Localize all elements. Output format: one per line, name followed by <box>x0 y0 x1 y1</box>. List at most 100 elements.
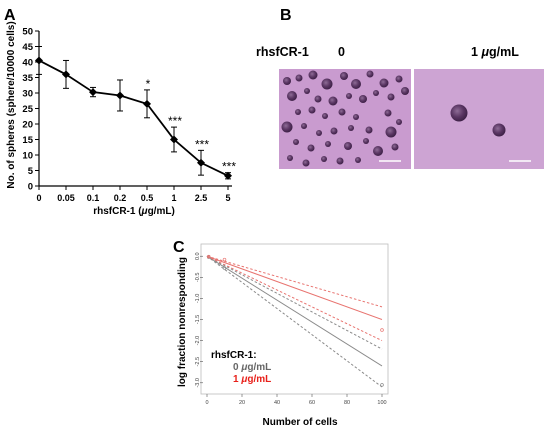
sphere <box>304 88 310 94</box>
x-tick-label: 0.5 <box>141 193 154 203</box>
panel-c-ylabel: log fraction nonresponding <box>177 257 188 387</box>
panel-c-plot-frame <box>200 243 389 395</box>
sphere <box>340 72 348 80</box>
panel-a-points <box>35 56 232 180</box>
panel-c-lines <box>206 255 383 388</box>
significance-marker: *** <box>168 114 182 128</box>
panel-c-label: C <box>173 239 185 256</box>
data-point <box>222 266 227 270</box>
sphere <box>353 114 359 120</box>
sphere <box>348 125 354 131</box>
x-tick-label: 2.5 <box>195 193 208 203</box>
y-tick-label: -0.5 <box>195 273 201 282</box>
panel-c-points <box>207 254 384 387</box>
y-tick-label: -2.5 <box>195 357 201 366</box>
data-point <box>35 56 43 65</box>
sphere <box>325 141 331 147</box>
x-tick-label: 1 <box>171 193 176 203</box>
panel-a-errorbars <box>36 46 231 180</box>
panel-b-dose-0: 0 <box>338 45 345 59</box>
panel-c-xlabel: Number of cells <box>262 417 337 428</box>
sphere <box>281 121 293 133</box>
y-tick-label: -3.0 <box>195 378 201 387</box>
y-tick-label: 30 <box>22 88 33 99</box>
significance-marker: *** <box>195 137 209 151</box>
data-point <box>222 257 227 262</box>
legend-item-1: 1 μg/mL <box>233 374 271 385</box>
y-tick-label: 5 <box>28 166 34 177</box>
panel-b: B rhsfCR-1 0 1 μg/mL <box>256 7 544 169</box>
panel-c-x-axis: 0 20 40 60 80 100 <box>205 394 387 406</box>
sphere <box>492 123 506 137</box>
sphere <box>321 156 327 162</box>
sphere <box>302 159 310 167</box>
sphere <box>330 127 338 135</box>
panel-a-series-line <box>38 59 229 177</box>
micrograph-control <box>279 69 411 169</box>
data-point <box>170 135 178 144</box>
x-tick-label: 0 <box>36 193 41 203</box>
sphere <box>391 143 399 151</box>
sphere <box>450 104 468 122</box>
y-tick-label: 25 <box>22 104 33 115</box>
sphere <box>287 91 297 101</box>
y-tick-label: 10 <box>22 150 33 161</box>
x-tick-label: 40 <box>274 400 280 406</box>
sphere <box>338 108 346 116</box>
panel-a-x-axis: 0 0.05 0.1 0.2 0.5 1 2.5 5 <box>36 186 231 203</box>
x-tick-label: 0.05 <box>57 193 75 203</box>
data-point <box>224 171 232 180</box>
sphere <box>379 78 389 88</box>
sphere <box>351 79 361 89</box>
y-tick-label: 20 <box>22 119 33 130</box>
panel-a-significance: ********** <box>146 77 237 174</box>
y-tick-label: 15 <box>22 135 33 146</box>
sphere <box>314 95 322 103</box>
sphere <box>322 113 328 119</box>
sphere <box>363 138 369 144</box>
sphere <box>308 70 318 80</box>
confidence-upper-line <box>206 255 383 350</box>
legend-title: rhsfCR-1: <box>211 350 257 361</box>
panel-b-dose-1: 1 μg/mL <box>471 45 519 59</box>
x-tick-label: 80 <box>344 400 350 406</box>
y-tick-label: 35 <box>22 73 33 84</box>
micrograph-treated <box>414 69 544 169</box>
data-point <box>207 254 211 259</box>
sphere <box>365 126 373 134</box>
data-point <box>197 158 205 167</box>
sphere <box>321 78 333 90</box>
y-tick-label: 45 <box>22 42 33 53</box>
panel-a-y-axis: 0 5 10 15 20 25 30 35 40 45 50 <box>22 26 39 192</box>
panel-a-ylabel: No. of spheres (sphere/10000 cells) <box>6 21 17 188</box>
y-tick-label: 40 <box>22 57 33 68</box>
sphere <box>385 126 397 138</box>
micrograph-control-background <box>279 69 411 169</box>
x-tick-label: 60 <box>309 400 315 406</box>
panel-a-label: A <box>4 7 16 24</box>
x-tick-label: 0 <box>205 400 208 406</box>
sphere <box>384 109 392 117</box>
data-point <box>116 91 124 100</box>
y-tick-label: 50 <box>22 26 33 37</box>
sphere <box>401 87 409 95</box>
sphere <box>287 155 293 161</box>
sphere <box>295 109 301 115</box>
data-point <box>380 383 384 387</box>
micrograph-treated-background <box>414 69 544 169</box>
y-tick-label: -1.0 <box>195 294 201 303</box>
y-tick-label: -2.0 <box>195 336 201 345</box>
sphere <box>283 77 291 85</box>
sphere <box>328 96 338 106</box>
panel-b-row-label: rhsfCR-1 <box>256 45 309 59</box>
x-tick-label: 20 <box>239 400 245 406</box>
sphere <box>295 74 303 82</box>
sphere <box>301 123 307 129</box>
sphere <box>387 93 395 101</box>
sphere <box>316 130 322 136</box>
confidence-lower-line <box>206 255 383 388</box>
estimate-line <box>206 255 383 367</box>
panel-a: A No. of spheres (sphere/10000 cells) 0 5… <box>4 7 236 217</box>
x-tick-label: 100 <box>377 400 386 406</box>
